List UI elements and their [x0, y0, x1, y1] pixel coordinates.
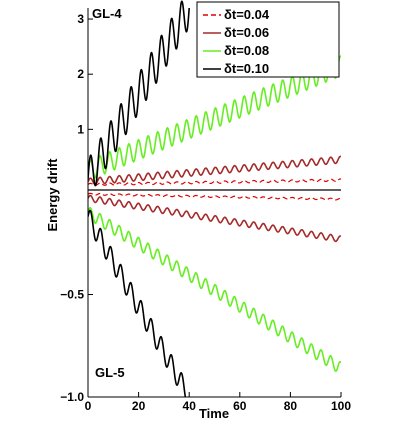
legend-label: δt=0.06: [224, 25, 269, 40]
x-tick-label: 60: [233, 399, 247, 413]
x-tick-label: 0: [85, 399, 92, 413]
legend-label: δt=0.04: [224, 7, 270, 22]
series-top-4: [88, 0, 190, 187]
y-tick-label: −0.5: [60, 288, 84, 302]
legend: δt=0.04 δt=0.06 δt=0.08 δt=0.10: [196, 1, 340, 78]
series-layer: [88, 0, 341, 397]
y-tick-label: 2: [77, 67, 84, 81]
x-tick-label: 20: [132, 399, 146, 413]
axes-layer: 1 2 3 −1.0 −0.5 0 20 40 60 80 100: [60, 8, 351, 413]
series-top-1: [88, 178, 341, 187]
x-axis-label: Time: [199, 406, 229, 421]
series-top-3: [88, 55, 341, 179]
y-tick-label: 3: [77, 12, 84, 26]
panel-label-bottom: GL-5: [95, 365, 125, 380]
panel-label-top: GL-4: [92, 6, 122, 21]
x-tick-label: 80: [284, 399, 298, 413]
legend-label: δt=0.08: [224, 43, 269, 58]
series-bottom-2: [88, 194, 341, 243]
series-bottom-4: [88, 209, 190, 397]
legend-label: δt=0.10: [224, 61, 269, 76]
y-tick-label: −1.0: [60, 390, 84, 404]
y-tick-label: 1: [77, 122, 84, 136]
series-top-2: [88, 155, 341, 186]
legend-box: [196, 1, 340, 78]
series-bottom-1: [88, 192, 341, 201]
series-bottom-3: [88, 206, 341, 373]
y-axis-label: Energy drift: [45, 158, 60, 232]
x-tick-label: 100: [331, 399, 351, 413]
x-tick-label: 40: [183, 399, 197, 413]
